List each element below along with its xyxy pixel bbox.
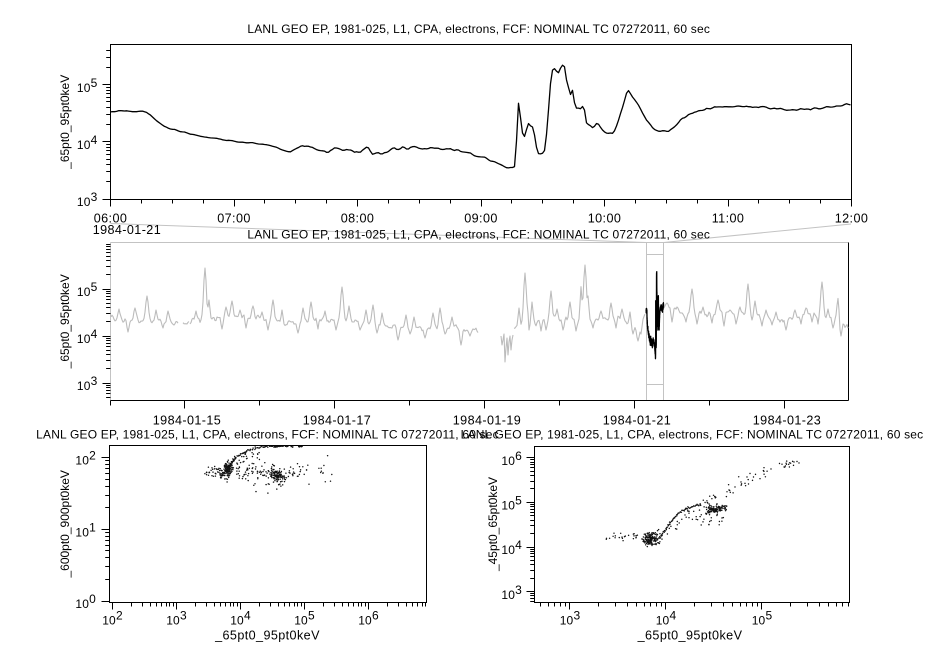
svg-text:06:00: 06:00 (94, 211, 128, 225)
svg-text:_45pt0_65pt0keV: _45pt0_65pt0keV (486, 477, 500, 572)
svg-text:07:00: 07:00 (217, 211, 251, 225)
svg-text:LANL GEO EP, 1981-025, L1, CPA: LANL GEO EP, 1981-025, L1, CPA, electron… (247, 22, 710, 36)
svg-text:LANL GEO EP, 1981-025, L1, CPA: LANL GEO EP, 1981-025, L1, CPA, electron… (36, 428, 499, 442)
svg-text:_65pt0_95pt0keV: _65pt0_95pt0keV (637, 629, 743, 643)
svg-text:11:00: 11:00 (712, 211, 745, 225)
svg-text:LANL GEO EP, 1981-025, L1, CPA: LANL GEO EP, 1981-025, L1, CPA, electron… (461, 428, 924, 442)
svg-text:1984-01-21: 1984-01-21 (603, 414, 671, 428)
svg-text:09:00: 09:00 (464, 211, 498, 225)
svg-text:08:00: 08:00 (341, 211, 375, 225)
svg-text:1984-01-17: 1984-01-17 (303, 414, 371, 428)
svg-text:12:00: 12:00 (835, 211, 869, 225)
svg-text:_65pt0_95pt0keV: _65pt0_95pt0keV (58, 274, 72, 369)
svg-text:10:00: 10:00 (588, 211, 622, 225)
svg-text:1984-01-23: 1984-01-23 (753, 414, 821, 428)
svg-text:1984-01-21: 1984-01-21 (93, 223, 161, 237)
svg-text:1984-01-19: 1984-01-19 (453, 414, 521, 428)
svg-text:_600pt0_900pt0keV: _600pt0_900pt0keV (58, 470, 72, 578)
svg-text:LANL GEO EP, 1981-025, L1, CPA: LANL GEO EP, 1981-025, L1, CPA, electron… (247, 228, 710, 242)
svg-text:_65pt0_95pt0keV: _65pt0_95pt0keV (214, 629, 320, 643)
svg-text:_65pt0_95pt0keV: _65pt0_95pt0keV (58, 75, 72, 170)
svg-text:1984-01-15: 1984-01-15 (153, 414, 221, 428)
